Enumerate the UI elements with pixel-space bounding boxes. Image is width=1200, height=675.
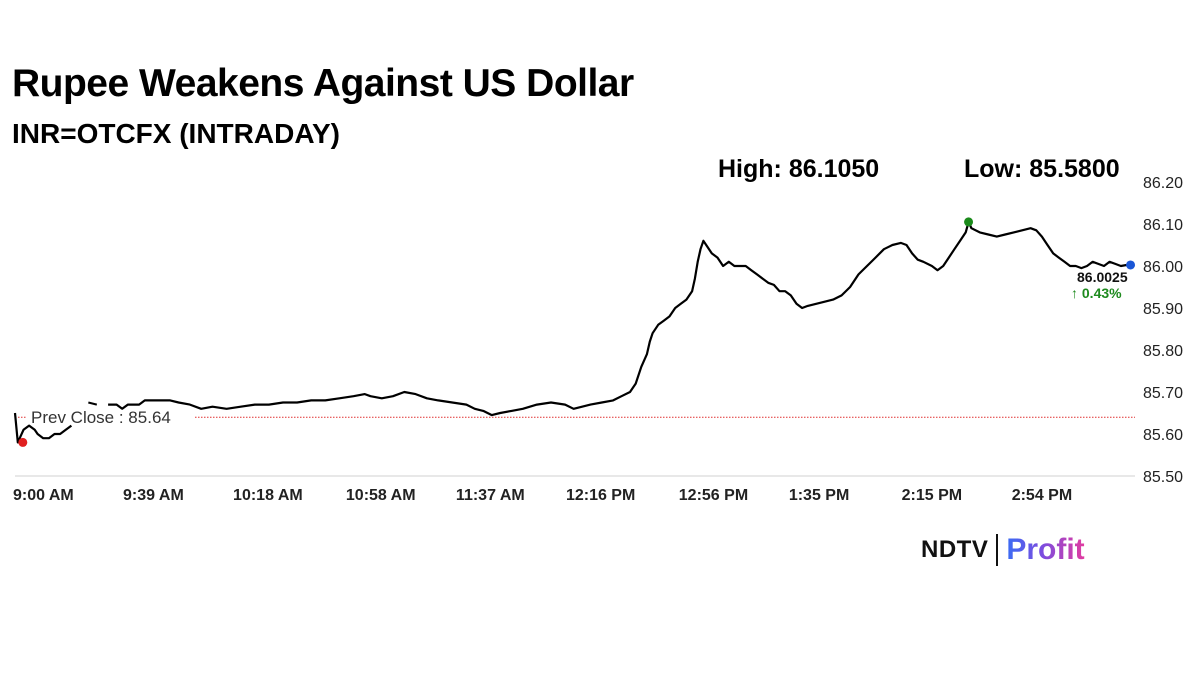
y-tick-label: 85.70 bbox=[1143, 385, 1183, 402]
x-tick-label: 2:15 PM bbox=[902, 487, 962, 504]
x-tick-label: 9:39 AM bbox=[123, 487, 184, 504]
y-tick-label: 86.20 bbox=[1143, 175, 1183, 192]
ndtv-profit-logo: NDTV Profit bbox=[921, 530, 1085, 570]
x-tick-label: 10:58 AM bbox=[346, 487, 416, 504]
chart-subtitle: INR=OTCFX (INTRADAY) bbox=[12, 118, 340, 149]
day-low-label: Low: 85.5800 bbox=[964, 155, 1120, 183]
y-tick-label: 85.90 bbox=[1143, 301, 1183, 318]
price-line-segment bbox=[108, 220, 1127, 417]
brand-name: NDTV bbox=[921, 536, 989, 563]
brand-product: Profit bbox=[1006, 533, 1085, 566]
last-value-label: 86.0025 bbox=[1077, 269, 1128, 285]
x-tick-label: 12:16 PM bbox=[566, 487, 635, 504]
day-high-label: High: 86.1050 bbox=[718, 155, 880, 183]
x-tick-label: 12:56 PM bbox=[679, 487, 748, 504]
x-tick-label: 9:00 AM bbox=[13, 487, 74, 504]
price-line-fragment bbox=[88, 401, 98, 406]
last-point-marker bbox=[1126, 260, 1136, 270]
chart-title: Rupee Weakens Against US Dollar bbox=[12, 62, 634, 105]
y-tick-label: 85.60 bbox=[1143, 427, 1183, 444]
y-tick-label: 85.50 bbox=[1143, 469, 1183, 486]
y-tick-label: 85.80 bbox=[1143, 343, 1183, 360]
open-point-marker bbox=[18, 437, 28, 447]
y-tick-label: 86.10 bbox=[1143, 217, 1183, 234]
price-line-segment bbox=[13, 412, 73, 444]
x-tick-label: 10:18 AM bbox=[233, 487, 303, 504]
high-point-marker bbox=[964, 217, 974, 227]
y-tick-label: 86.00 bbox=[1143, 259, 1183, 276]
last-change-label: ↑ 0.43% bbox=[1071, 285, 1122, 301]
x-tick-label: 2:54 PM bbox=[1012, 487, 1072, 504]
prev-close-label: Prev Close : 85.64 bbox=[31, 408, 171, 427]
x-tick-label: 11:37 AM bbox=[456, 487, 525, 504]
logo-divider bbox=[996, 534, 999, 566]
x-tick-label: 1:35 PM bbox=[789, 487, 849, 504]
